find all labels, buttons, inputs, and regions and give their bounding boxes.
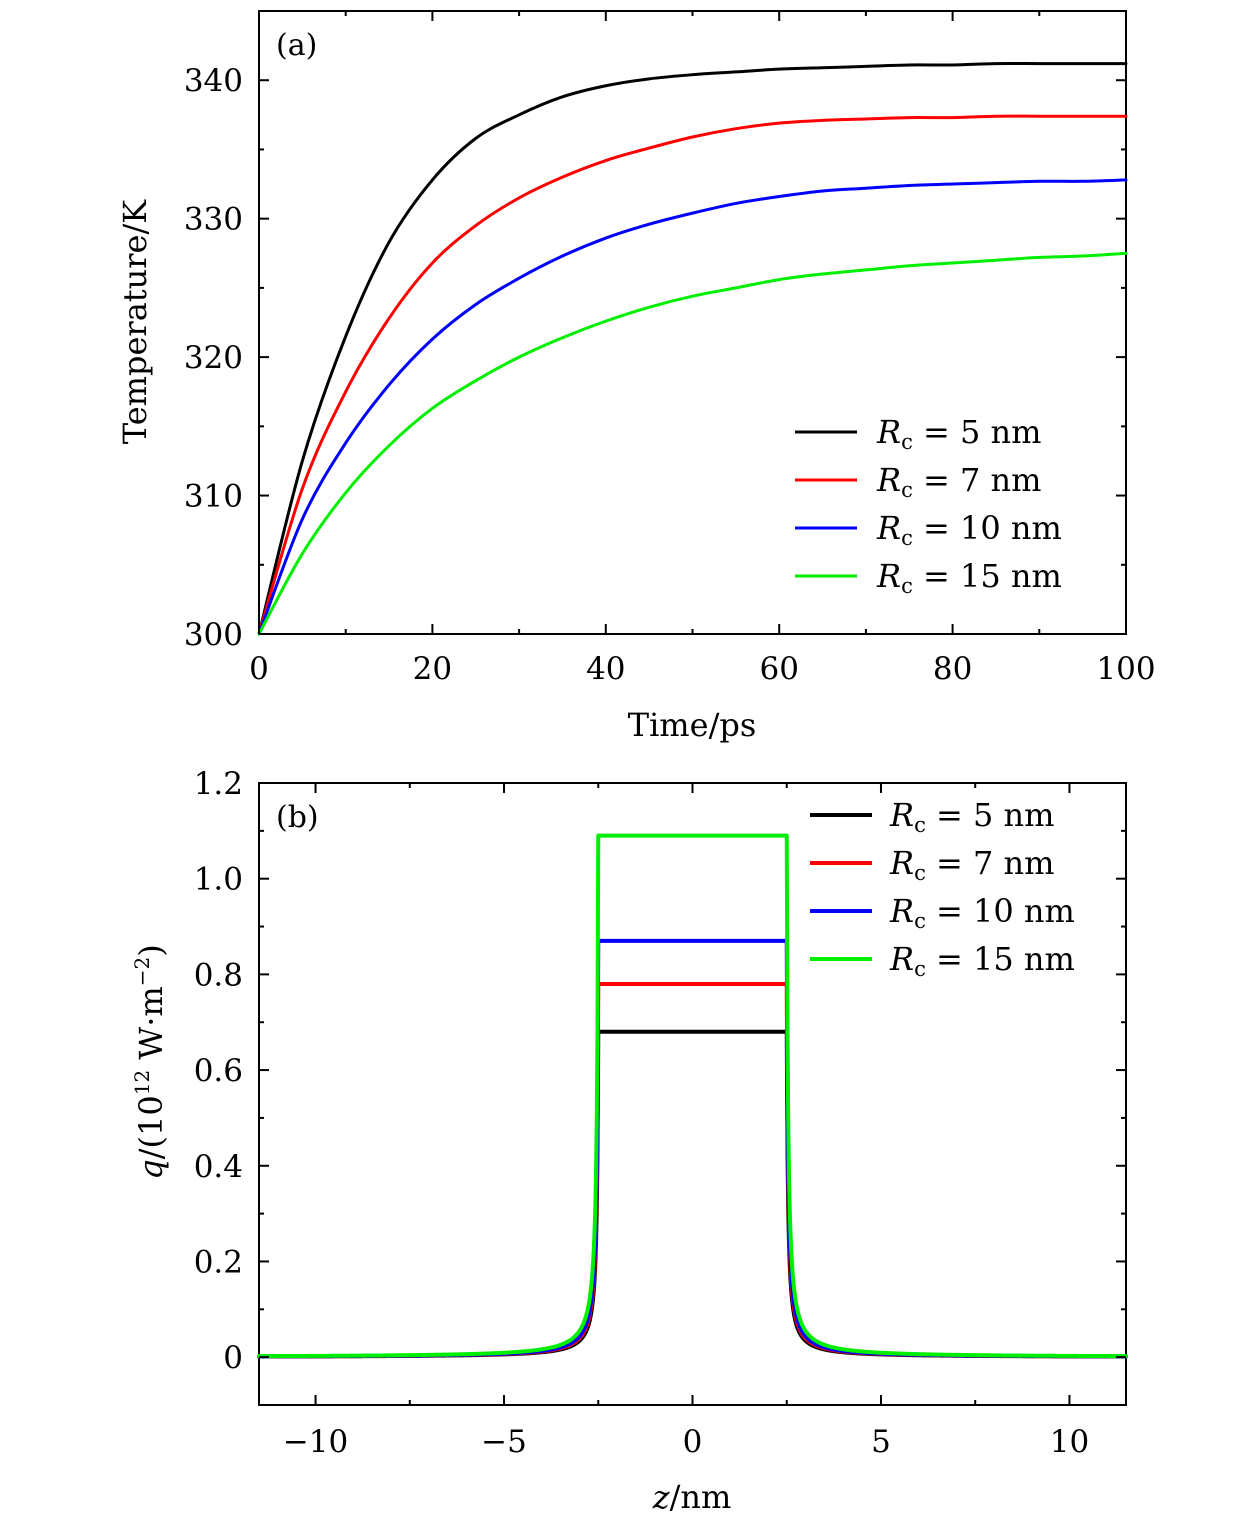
panel-b-legend-label: Rc = 7 nm	[889, 844, 1055, 885]
legend-rest: = 15 nm	[913, 557, 1062, 595]
panel-a-label: (a)	[276, 28, 317, 63]
legend-sub: c	[914, 813, 926, 837]
panel-b-series-line-2	[257, 938, 1128, 1359]
legend-var: R	[876, 461, 901, 499]
panel-a-x-tick-label: 0	[249, 651, 269, 687]
panel-b-y-mid: W·m	[132, 986, 170, 1070]
legend-sub: c	[914, 861, 926, 885]
panel-b-y-tick-label: 1.2	[194, 766, 243, 802]
legend-rest: = 10 nm	[913, 509, 1062, 547]
panel-b-series-group	[257, 833, 1128, 1359]
legend-rest: = 7 nm	[926, 844, 1055, 882]
panel-b-legend-label: Rc = 5 nm	[889, 796, 1055, 837]
panel-a-x-tick-label: 60	[759, 651, 798, 687]
panel-b-x-tick-label: −5	[481, 1424, 527, 1460]
panel-a-x-tick-label: 20	[413, 651, 452, 687]
panel-b-y-var: q	[132, 1159, 170, 1179]
panel-a-x-tick-label: 100	[1096, 651, 1155, 687]
panel-a-series-group	[257, 62, 1128, 636]
legend-var: R	[889, 892, 914, 930]
panel-b-x-axis-title: z/nm	[652, 1478, 732, 1516]
panel-a-series-line-3	[257, 251, 1128, 636]
legend-var: R	[876, 509, 901, 547]
panel-b-y-sup2: −2	[130, 957, 154, 986]
panel-b-legend-label: Rc = 15 nm	[889, 940, 1075, 981]
panel-a-legend-label: Rc = 7 nm	[876, 461, 1042, 502]
legend-rest: = 7 nm	[913, 461, 1042, 499]
panel-b-y-tick-label: 0.4	[194, 1149, 243, 1185]
panel-a-y-tick-label: 340	[184, 63, 243, 99]
panel-b-y-tick-label: 0	[223, 1340, 243, 1376]
panel-a-ticks: 0 20 40 60 80 100 300 310 320 330 340	[184, 11, 1156, 687]
legend-var: R	[889, 940, 914, 978]
legend-rest: = 10 nm	[926, 892, 1075, 930]
panel-b-x-unit: /nm	[670, 1478, 732, 1516]
panel-b-y-tick-label: 0.6	[194, 1053, 243, 1089]
panel-a-y-tick-label: 320	[184, 340, 243, 376]
panel-b-ticks: −10 −5 0 5 10 0 0.2 0.4 0.6 0.8 1.0 1.2	[194, 766, 1126, 1460]
panel-a-x-tick-label: 80	[933, 651, 972, 687]
legend-sub: c	[914, 909, 926, 933]
panel-b-y-tick-label: 1.0	[194, 862, 243, 898]
panel-b-y-post: )	[132, 944, 170, 956]
panel-a-y-tick-label: 330	[184, 202, 243, 238]
panel-b-y-tick-label: 0.2	[194, 1244, 243, 1280]
legend-rest: = 5 nm	[926, 796, 1055, 834]
panel-a-x-axis-title: Time/ps	[628, 706, 757, 744]
legend-var: R	[889, 796, 914, 834]
panel-b-x-var: z	[652, 1478, 671, 1516]
panel-b-series-line-3	[257, 833, 1128, 1359]
panel-a-series-line-1	[257, 114, 1128, 636]
legend-var: R	[876, 557, 901, 595]
panel-a-series-line-0	[257, 62, 1128, 636]
panel-b-x-tick-label: 0	[683, 1424, 703, 1460]
panel-a-y-tick-label: 310	[184, 479, 243, 515]
legend-var: R	[889, 844, 914, 882]
legend-rest: = 5 nm	[913, 413, 1042, 451]
panel-b-series-line-0	[257, 1029, 1128, 1359]
legend-sub: c	[901, 478, 913, 502]
panel-b-legend-label: Rc = 10 nm	[889, 892, 1075, 933]
panel-b-x-tick-label: 5	[871, 1424, 891, 1460]
panel-b-x-tick-label: −10	[283, 1424, 348, 1460]
legend-sub: c	[901, 526, 913, 550]
panel-a-series-line-2	[257, 178, 1128, 636]
panel-b-y-tick-label: 0.8	[194, 957, 243, 993]
legend-rest: = 15 nm	[926, 940, 1075, 978]
panel-a-legend-label: Rc = 10 nm	[876, 509, 1062, 550]
panel-b-y-sup: 12	[130, 1070, 154, 1095]
panel-b-y-pre: /(10	[132, 1095, 170, 1159]
panel-a-x-tick-label: 40	[586, 651, 625, 687]
panel-a-legend-label: Rc = 15 nm	[876, 557, 1062, 598]
panel-b-series-line-1	[257, 981, 1128, 1359]
panel-b-y-axis-title: q/(1012 W·m−2)	[130, 944, 170, 1179]
legend-sub: c	[901, 574, 913, 598]
panel-a-legend-label: Rc = 5 nm	[876, 413, 1042, 454]
panel-b-label: (b)	[276, 800, 319, 835]
panel-b-x-tick-label: 10	[1050, 1424, 1089, 1460]
panel-a-y-tick-label: 300	[184, 617, 243, 653]
legend-var: R	[876, 413, 901, 451]
legend-sub: c	[914, 957, 926, 981]
legend-sub: c	[901, 430, 913, 454]
panel-a-y-axis-title: Temperature/K	[116, 199, 154, 444]
